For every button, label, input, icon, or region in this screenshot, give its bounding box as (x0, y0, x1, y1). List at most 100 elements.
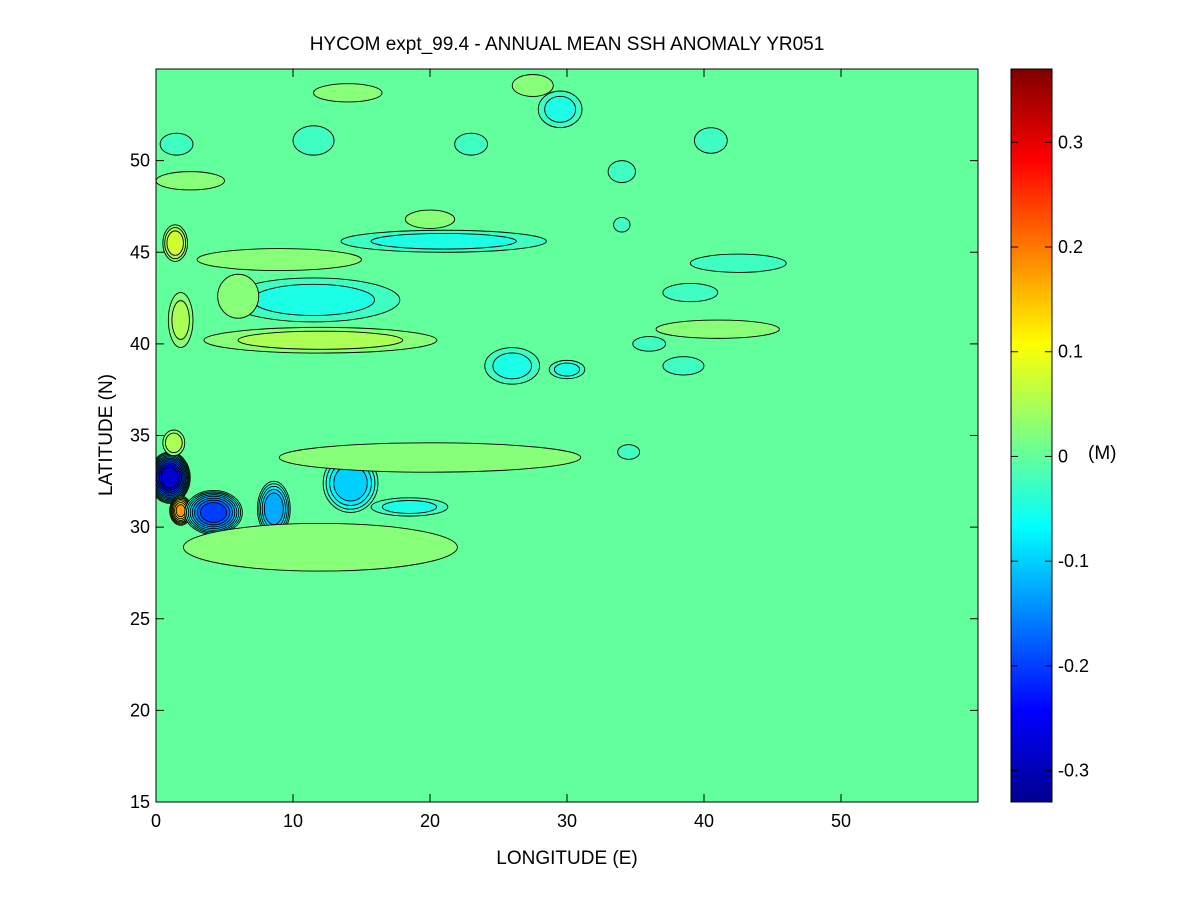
contour-level (200, 502, 228, 523)
ssh-feature (182, 523, 458, 572)
contour-level (182, 523, 458, 572)
colorbar-unit-label: (M) (1088, 443, 1116, 464)
x-axis-label: LONGITUDE (E) (496, 848, 637, 869)
contour-level (313, 83, 383, 103)
ssh-feature (322, 453, 379, 513)
ssh-feature (484, 347, 541, 385)
y-axis: 15 20 25 30 35 40 45 50 (130, 151, 978, 812)
contour-level (370, 233, 517, 250)
ssh-feature (454, 132, 488, 156)
contour-level (492, 352, 533, 380)
y-tick-label: 50 (130, 151, 150, 171)
contour-level (156, 171, 225, 191)
contour-level (217, 273, 260, 319)
contour-level (544, 95, 577, 123)
x-tick-label: 0 (151, 811, 161, 831)
y-tick-label: 15 (130, 792, 150, 812)
ssh-feature (278, 442, 582, 473)
ssh-feature (162, 224, 188, 262)
y-tick-label: 40 (130, 334, 150, 354)
ssh-feature (662, 356, 705, 376)
ssh-feature (184, 490, 243, 535)
ssh-feature (607, 160, 636, 184)
ssh-feature (655, 319, 780, 339)
ssh-feature (548, 359, 586, 380)
x-tick-label: 50 (831, 811, 851, 831)
colorbar-tick-label: 0 (1058, 446, 1068, 466)
contour-level (613, 216, 631, 233)
contour-level (381, 500, 438, 514)
contour-level (454, 132, 488, 156)
colorbar-tick-label: 0.2 (1058, 237, 1083, 257)
colorbar: -0.3 -0.2 -0.1 0 0.1 0.2 0.3 (M) (1010, 68, 1116, 803)
x-tick-label: 40 (694, 811, 714, 831)
ssh-feature (159, 132, 194, 156)
ssh-feature (689, 253, 787, 273)
ssh-feature (404, 209, 456, 229)
contour-level (511, 74, 554, 97)
x-tick-label: 10 (283, 811, 303, 831)
ssh-feature (256, 480, 291, 537)
contour-level (292, 125, 335, 156)
y-tick-label: 45 (130, 242, 150, 262)
ssh-feature (613, 216, 631, 233)
ssh-feature (632, 336, 667, 352)
chart-title: HYCOM expt_99.4 - ANNUAL MEAN SSH ANOMAL… (310, 34, 825, 55)
contour-level (196, 248, 362, 272)
contour-level (553, 362, 581, 377)
ssh-feature (292, 125, 335, 156)
ssh-feature (196, 248, 362, 272)
x-axis: 0 10 20 30 40 50 (151, 69, 851, 831)
colorbar-tick-label: 0.3 (1058, 132, 1083, 152)
ssh-feature (313, 83, 383, 103)
contour-level (160, 466, 179, 489)
ssh-feature (156, 171, 225, 191)
contour-level (693, 127, 728, 154)
ssh-feature (203, 326, 438, 354)
x-tick-label: 20 (420, 811, 440, 831)
ssh-feature (162, 429, 186, 457)
ssh-feature (617, 444, 641, 460)
y-axis-label: LATITUDE (N) (96, 374, 117, 496)
contour-level (252, 283, 376, 316)
y-tick-label: 35 (130, 426, 150, 446)
ssh-feature (662, 282, 719, 303)
y-tick-label: 25 (130, 609, 150, 629)
ssh-feature (693, 127, 728, 154)
contour-level (404, 209, 456, 229)
colorbar-tick-label: -0.3 (1058, 761, 1089, 781)
contour-level (607, 160, 636, 184)
contour-level (175, 504, 186, 518)
ssh-feature (217, 273, 260, 319)
ssh-feature (167, 292, 194, 348)
y-tick-label: 30 (130, 517, 150, 537)
colorbar-tick-label: 0.1 (1058, 342, 1083, 362)
contour-level (662, 282, 719, 303)
colorbar-tick-label: -0.1 (1058, 551, 1089, 571)
contour-level (655, 319, 780, 339)
ssh-feature (370, 497, 449, 517)
contour-level (164, 432, 183, 454)
contour-level (662, 356, 705, 376)
ssh-feature (226, 277, 401, 323)
contour-level (617, 444, 641, 460)
contour-level (689, 253, 787, 273)
x-tick-label: 30 (557, 811, 577, 831)
contour-level (632, 336, 667, 352)
contour-level (171, 300, 190, 340)
contour-level (278, 442, 582, 473)
y-tick-label: 20 (130, 700, 150, 720)
ssh-feature (537, 90, 583, 129)
ssh-feature (340, 229, 547, 253)
colorbar-tick-label: -0.2 (1058, 656, 1089, 676)
ssh-feature (156, 451, 191, 504)
contour-level (166, 230, 184, 256)
plot-background (156, 69, 978, 802)
ssh-feature (511, 74, 554, 97)
contour-level (263, 492, 284, 526)
colorbar-gradient (1010, 68, 1053, 803)
plot-area (155, 68, 979, 803)
contour-level (237, 330, 404, 350)
contour-level (159, 132, 194, 156)
